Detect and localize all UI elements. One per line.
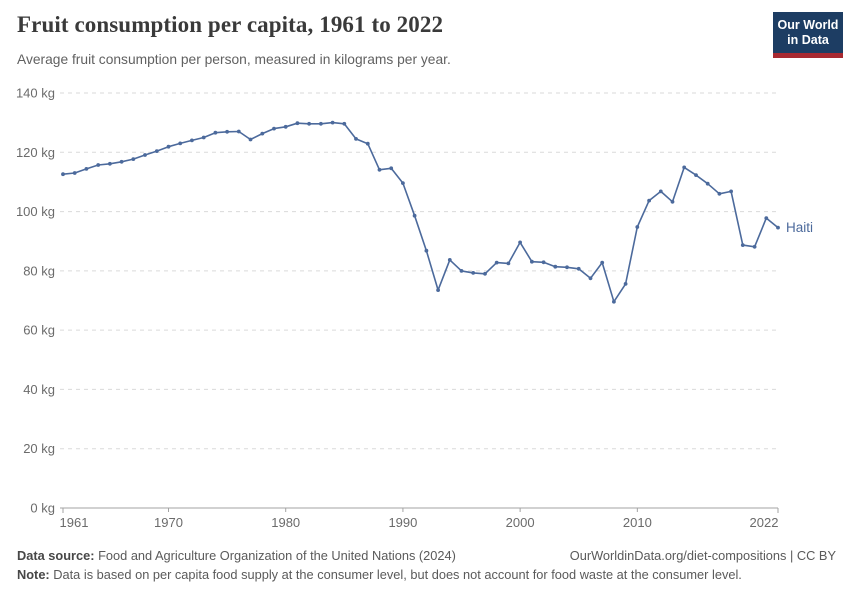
owid-logo[interactable]: Our World in Data <box>773 12 843 58</box>
data-point-marker[interactable] <box>459 269 464 273</box>
data-point-marker[interactable] <box>658 189 663 194</box>
x-tick-label: 2010 <box>623 515 652 530</box>
attribution-line: OurWorldinData.org/diet-compositions | C… <box>570 548 836 563</box>
data-point-marker[interactable] <box>389 166 394 171</box>
owid-logo-line1: Our World <box>777 18 839 32</box>
data-point-marker[interactable] <box>553 264 558 269</box>
y-tick-label: 80 kg <box>23 263 55 278</box>
data-point-marker[interactable] <box>260 131 265 136</box>
chart-canvas[interactable]: 0 kg 20 kg 40 kg 60 kg 80 kg 100 kg 120 kg 140 … <box>0 0 850 540</box>
y-tick-label: 0 kg <box>30 501 55 516</box>
data-point-marker[interactable] <box>154 149 159 154</box>
data-point-marker[interactable] <box>330 120 335 125</box>
data-source-line: Data source: Food and Agriculture Organi… <box>17 548 456 563</box>
x-tick-label: 2000 <box>506 515 535 530</box>
data-point-marker[interactable] <box>61 172 65 177</box>
page-title: Fruit consumption per capita, 1961 to 20… <box>17 12 444 37</box>
data-point-marker[interactable] <box>447 258 452 262</box>
chart-subtitle: Average fruit consumption per person, me… <box>17 52 451 67</box>
data-point-marker[interactable] <box>424 248 429 253</box>
series-line <box>62 121 779 303</box>
data-point-marker[interactable] <box>319 121 323 126</box>
y-tick-label: 100 kg <box>16 204 55 219</box>
data-source-text: Food and Agriculture Organization of the… <box>98 548 456 563</box>
data-point-marker[interactable] <box>377 167 382 172</box>
y-tick-label: 40 kg <box>23 382 55 397</box>
data-point-marker[interactable] <box>600 260 605 265</box>
data-point-marker[interactable] <box>612 299 616 304</box>
entity-label[interactable]: Haiti <box>786 220 813 235</box>
x-tick-label: 1961 <box>60 515 89 530</box>
note-label: Note: <box>17 567 50 582</box>
x-tick-label: 1990 <box>388 515 417 530</box>
data-point-marker[interactable] <box>365 141 370 146</box>
data-point-marker[interactable] <box>143 153 147 157</box>
y-tick-label: 20 kg <box>23 441 55 456</box>
data-point-marker[interactable] <box>295 121 300 126</box>
data-point-marker[interactable] <box>752 244 757 249</box>
data-point-marker[interactable] <box>776 225 780 230</box>
data-source-label: Data source: <box>17 548 95 563</box>
data-point-marker[interactable] <box>236 129 241 134</box>
data-point-marker[interactable] <box>201 135 206 140</box>
data-point-marker[interactable] <box>436 288 440 292</box>
data-point-marker[interactable] <box>178 141 183 146</box>
data-point-marker[interactable] <box>623 282 628 286</box>
data-point-marker[interactable] <box>72 171 77 175</box>
data-point-marker[interactable] <box>541 260 546 265</box>
data-point-marker[interactable] <box>471 271 476 275</box>
data-point-marker[interactable] <box>108 161 112 166</box>
owid-url-link[interactable]: OurWorldinData.org/diet-compositions <box>569 548 787 563</box>
data-point-marker[interactable] <box>213 130 218 135</box>
data-point-marker[interactable] <box>717 191 722 196</box>
data-point-marker[interactable] <box>635 225 640 229</box>
data-point-marker[interactable] <box>506 261 511 266</box>
data-point-marker[interactable] <box>670 199 675 204</box>
data-point-marker[interactable] <box>272 126 276 131</box>
license-text: | CC BY <box>786 548 836 563</box>
data-point-marker[interactable] <box>518 240 522 245</box>
data-point-marker[interactable] <box>530 259 534 264</box>
data-point-marker[interactable] <box>576 266 581 271</box>
data-point-marker[interactable] <box>131 157 136 162</box>
data-point-marker[interactable] <box>354 137 358 141</box>
data-point-marker[interactable] <box>166 144 171 149</box>
y-tick-label: 60 kg <box>23 323 55 338</box>
data-point-marker[interactable] <box>342 121 347 126</box>
data-point-marker[interactable] <box>682 165 687 170</box>
owid-logo-line2: in Data <box>787 33 829 47</box>
x-tick-label: 1980 <box>271 515 300 530</box>
data-point-marker[interactable] <box>307 121 311 126</box>
data-point-marker[interactable] <box>119 159 124 164</box>
data-point-marker[interactable] <box>729 189 733 194</box>
note-text: Data is based on per capita food supply … <box>53 567 742 582</box>
x-tick-label: 2022 <box>750 515 779 530</box>
note-line: Note: Data is based on per capita food s… <box>17 567 836 582</box>
data-point-marker[interactable] <box>483 271 487 276</box>
data-point-marker[interactable] <box>494 260 499 265</box>
y-tick-label: 140 kg <box>16 86 55 101</box>
x-tick-label: 1970 <box>154 515 183 530</box>
data-point-marker[interactable] <box>283 124 288 129</box>
data-point-marker[interactable] <box>694 173 698 178</box>
data-point-marker[interactable] <box>764 216 769 221</box>
data-point-marker[interactable] <box>225 129 230 134</box>
data-point-marker[interactable] <box>412 213 417 218</box>
data-point-marker[interactable] <box>647 198 651 203</box>
data-point-marker[interactable] <box>740 243 745 248</box>
data-point-marker[interactable] <box>401 181 405 186</box>
data-point-marker[interactable] <box>84 167 89 171</box>
data-point-marker[interactable] <box>96 163 101 167</box>
data-point-marker[interactable] <box>588 276 593 281</box>
y-tick-label: 120 kg <box>16 145 55 160</box>
data-point-marker[interactable] <box>248 137 253 142</box>
data-point-marker[interactable] <box>705 181 710 186</box>
data-point-marker[interactable] <box>565 265 569 270</box>
data-point-marker[interactable] <box>190 138 194 143</box>
